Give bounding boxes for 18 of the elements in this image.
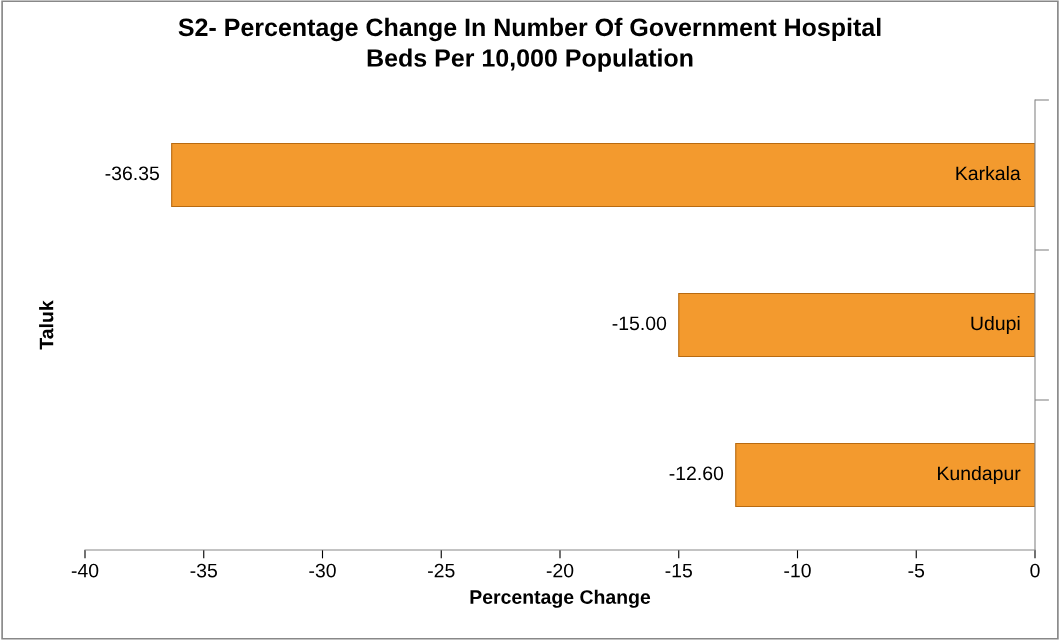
data-label: -36.35 [105, 166, 159, 181]
y-tick-label: Kundapur [938, 465, 1021, 485]
x-axis-title: Percentage Change [470, 589, 651, 608]
x-tick-label: -40 [71, 563, 99, 578]
x-tick-label: -30 [309, 563, 336, 578]
y-tick-label: Karkala [956, 165, 1021, 181]
y-tick-label: Udupi [971, 315, 1020, 335]
x-tick-label: -10 [784, 563, 811, 578]
x-tick-label: -5 [908, 563, 925, 578]
y-axis-title: Taluk [39, 300, 54, 350]
chart-title: S2- Percentage Change In Number Of Government Hospital Beds Per 10,000 Population [178, 17, 881, 72]
x-tick-label: 0 [1030, 563, 1040, 578]
data-label: -15.00 [612, 316, 667, 331]
x-tick-label: -15 [665, 563, 692, 578]
data-label: -12.60 [669, 466, 724, 481]
x-tick-label: -35 [190, 563, 217, 578]
x-tick-label: -20 [546, 563, 574, 578]
x-tick-label: -25 [428, 563, 455, 578]
